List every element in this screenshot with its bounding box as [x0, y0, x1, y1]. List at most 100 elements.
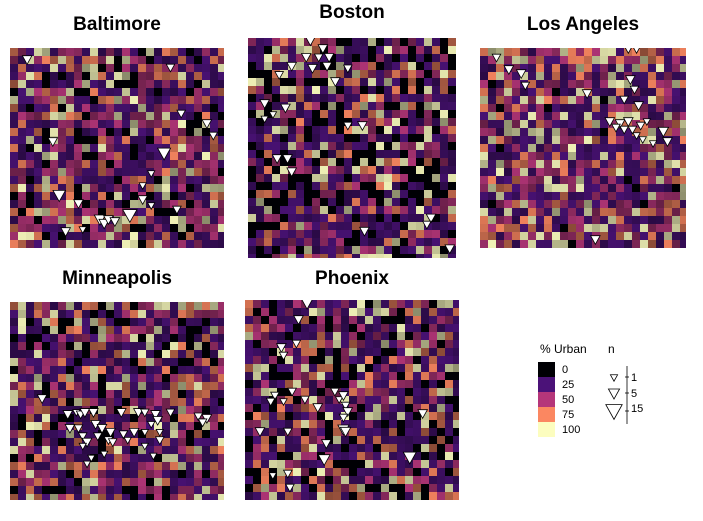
sample-site-marker	[115, 408, 127, 418]
sample-site-marker	[622, 117, 634, 128]
size-legend-symbols	[605, 366, 629, 424]
sample-site-marker	[278, 351, 289, 361]
urban-raster-map	[10, 48, 224, 248]
sample-site-marker	[155, 429, 165, 437]
panel-title: Phoenix	[315, 268, 389, 289]
n-legend-title: n	[608, 342, 615, 356]
sample-site-marker	[139, 408, 150, 418]
urban-raster-map	[248, 38, 456, 258]
panel-title: Minneapolis	[62, 268, 172, 289]
sample-site-marker	[146, 421, 156, 429]
sample-site-marker	[291, 339, 302, 349]
sample-site-marker	[284, 483, 295, 493]
sample-site-marker	[88, 408, 99, 418]
sample-site-marker	[611, 123, 621, 133]
sample-site-marker	[402, 451, 417, 465]
sample-site-marker	[107, 438, 118, 448]
urban-texture	[248, 38, 456, 258]
urban-texture	[245, 300, 459, 500]
size-legend-triangle	[605, 404, 623, 421]
sample-site-marker	[128, 427, 140, 438]
urban-bin-label: 25	[562, 379, 575, 391]
sample-site-marker	[96, 424, 108, 434]
panel-title: Baltimore	[73, 14, 161, 35]
sample-site-marker	[657, 126, 670, 138]
sample-site-marker	[317, 454, 331, 467]
sample-site-marker	[624, 48, 632, 55]
urban-bin-label: 75	[562, 409, 575, 421]
sample-site-marker	[138, 182, 147, 191]
sample-site-marker	[301, 300, 313, 310]
sample-site-marker	[171, 205, 182, 215]
urban-legend-title: % Urban	[540, 342, 587, 356]
sample-site-marker	[201, 119, 213, 130]
sample-site-marker	[520, 81, 531, 91]
sample-site-marker	[197, 418, 208, 428]
sample-site-marker	[342, 64, 353, 74]
sample-site-marker	[176, 109, 187, 119]
sample-site-marker	[165, 63, 176, 73]
sample-site-marker	[313, 53, 324, 63]
sample-site-marker	[287, 387, 298, 397]
sample-site-marker	[150, 410, 161, 420]
sample-site-marker	[152, 416, 164, 426]
urban-bin-label: 0	[562, 364, 569, 376]
urban-swatch	[538, 392, 555, 407]
sample-site-marker	[52, 189, 67, 203]
sample-site-marker	[146, 202, 156, 211]
map-panel-minneapolis: Minneapolis	[10, 268, 224, 500]
sample-site-marker	[260, 115, 269, 124]
sample-site-marker	[627, 125, 638, 135]
sample-site-marker	[78, 442, 88, 451]
sample-site-marker	[286, 167, 298, 178]
sample-site-marker	[317, 44, 329, 55]
sample-site-marker	[99, 450, 109, 459]
sample-site-marker	[323, 53, 335, 63]
sample-site-marker	[81, 437, 93, 448]
sample-site-marker	[137, 195, 149, 206]
sample-site-marker	[320, 439, 332, 450]
sample-site-marker	[282, 154, 293, 165]
sample-site-marker	[604, 117, 616, 128]
sample-site-marker	[92, 432, 103, 442]
sample-site-marker	[444, 244, 456, 255]
sample-site-marker	[271, 154, 283, 165]
urban-swatch	[538, 407, 555, 422]
sample-site-marker	[329, 387, 340, 397]
map-legend: % Urban n 0 25 50 75 100 1 5 15	[538, 340, 658, 440]
sample-site-marker	[662, 137, 673, 148]
sample-site-marker	[624, 75, 636, 86]
sample-site-marker	[275, 343, 287, 354]
sample-site-marker	[259, 99, 271, 110]
sample-site-marker	[581, 89, 593, 100]
urban-swatch	[538, 422, 555, 437]
sample-site-marker	[425, 213, 437, 224]
sample-site-marker	[123, 436, 132, 445]
urban-texture	[10, 48, 224, 248]
sample-site-marker	[64, 424, 76, 434]
sample-site-marker	[73, 424, 84, 434]
sample-site-marker	[417, 409, 429, 420]
sample-site-marker	[321, 61, 333, 72]
sample-site-marker	[340, 401, 351, 411]
sample-site-marker	[254, 427, 266, 438]
sample-site-marker	[300, 53, 312, 63]
sample-site-marker	[279, 103, 291, 114]
sample-site-marker	[299, 395, 310, 405]
size-bin-label: 5	[631, 388, 638, 400]
sample-site-marker	[109, 217, 121, 228]
sample-site-marker	[312, 403, 324, 414]
sample-site-marker	[648, 140, 658, 149]
sample-site-marker	[515, 69, 527, 80]
sample-site-marker	[633, 101, 645, 112]
sample-site-marker	[356, 121, 368, 132]
sample-site-marker	[208, 131, 219, 141]
sample-site-marker	[619, 125, 630, 135]
sample-site-marker	[140, 442, 150, 451]
sample-site-marker	[47, 137, 59, 148]
sample-site-marker	[359, 226, 370, 237]
sample-site-marker	[642, 118, 652, 127]
sample-site-marker	[132, 408, 144, 418]
sample-site-marker	[149, 452, 158, 461]
